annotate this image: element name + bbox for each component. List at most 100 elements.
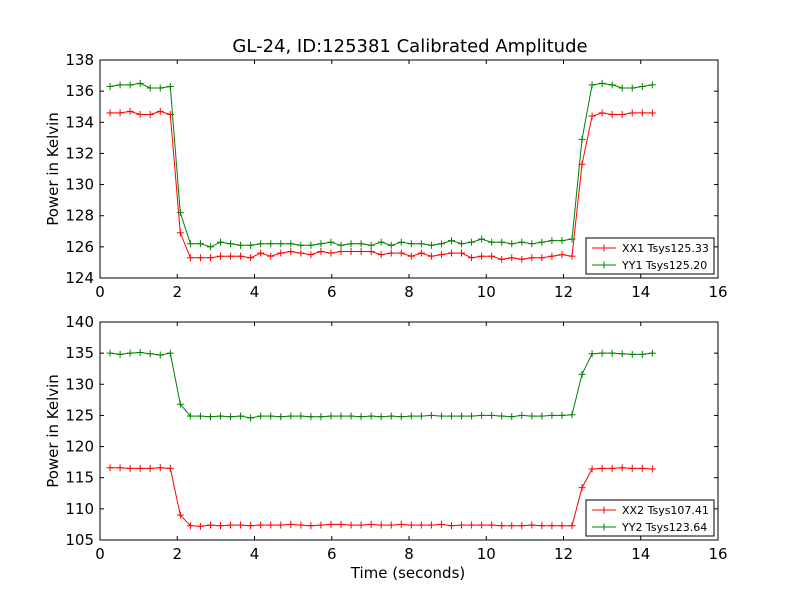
legend-label-xx2: XX2 Tsys107.41 [622,504,709,517]
x-tick-label: 10 [477,545,496,563]
data-point [327,412,335,420]
x-tick-label: 0 [95,545,105,563]
data-point [558,251,566,259]
bottom-legend: XX2 Tsys107.41 YY2 Tsys123.64 [585,499,715,537]
data-point [337,248,345,256]
y-tick-label: 115 [65,469,94,487]
data-point [377,413,385,421]
data-point [206,243,214,251]
data-point [638,350,646,358]
data-point [608,111,616,118]
data-point [468,521,476,529]
data-point [217,238,225,246]
data-point [367,241,375,249]
data-point [407,412,415,420]
data-point [287,520,295,528]
x-tick-label: 2 [172,283,182,301]
data-point [297,241,305,249]
x-tick-label: 4 [250,283,260,301]
data-point [186,412,194,420]
data-point [568,252,576,260]
top-legend: XX1 Tsys125.33 YY1 Tsys125.20 [585,237,715,275]
y-tick-label: 138 [65,51,94,69]
data-point [347,248,355,256]
data-point [468,254,476,262]
data-point [548,522,556,530]
data-point [628,464,636,472]
data-point [367,412,375,420]
data-point [608,81,616,89]
data-point [267,240,275,248]
data-point [357,413,365,421]
x-tick-label: 8 [404,283,414,301]
data-point [126,464,134,472]
data-point [638,464,646,472]
data-point [156,464,164,472]
data-point [488,238,496,246]
y-tick-label: 120 [65,438,94,456]
data-point [247,414,255,422]
data-point [267,252,275,260]
bottom-plot-area [106,349,656,530]
data-point [136,79,144,87]
data-point [327,520,335,528]
data-point [277,413,285,421]
data-point [146,350,154,358]
data-point [608,349,616,357]
x-tick-label: 6 [327,545,337,563]
x-tick-label: 8 [404,545,414,563]
data-point [186,254,194,262]
data-point [337,241,345,249]
data-point [407,252,415,260]
x-tick-label: 16 [708,545,727,563]
data-point [427,411,435,419]
data-point [327,249,335,257]
data-point [488,411,496,419]
data-point [508,254,516,262]
data-point [508,240,516,248]
data-point [116,81,124,89]
data-point [648,81,656,89]
data-point [116,350,124,358]
data-point [478,521,486,529]
data-point [337,520,345,528]
data-point [437,520,445,528]
data-point [417,249,425,257]
data-point [478,235,486,243]
data-point [277,240,285,248]
data-point [377,521,385,529]
data-point [397,249,405,257]
data-point [347,521,355,529]
x-tick-label: 6 [327,283,337,301]
data-point [608,464,616,472]
data-point [628,84,636,92]
x-tick-label: 4 [250,545,260,563]
data-point [307,413,315,421]
data-point [417,521,425,529]
data-point [447,249,455,257]
data-point [548,411,556,419]
data-point [618,84,626,92]
bottom-axes-frame [99,321,719,541]
data-point [367,248,375,256]
data-point [327,238,335,246]
data-point [237,412,245,420]
data-point [528,521,536,529]
data-point [427,521,435,529]
data-point [528,254,536,262]
data-point [247,241,255,249]
data-point [166,464,174,472]
data-point [317,248,325,256]
data-point [588,465,596,473]
data-point [598,349,606,357]
data-point [206,521,214,529]
chart-title: GL-24, ID:125381 Calibrated Amplitude [232,36,587,57]
data-point [106,464,114,472]
data-point [186,522,194,530]
data-point [558,522,566,530]
data-point [558,411,566,419]
data-point [156,107,164,115]
data-point [106,82,114,90]
data-point [518,522,526,530]
data-point [247,254,255,262]
